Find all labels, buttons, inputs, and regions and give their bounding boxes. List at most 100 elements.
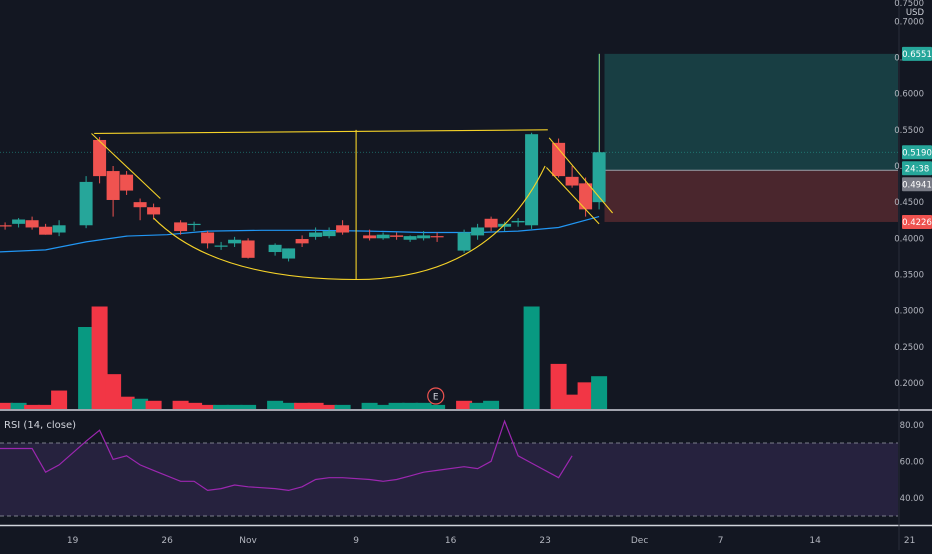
handle-lower-line — [546, 167, 600, 225]
price-tick-label: 0.7000 — [894, 17, 924, 27]
price-tick-label: 0.6000 — [894, 90, 924, 100]
rsi-line — [0, 419, 573, 492]
candle-body — [201, 232, 215, 244]
price-badge — [902, 214, 932, 229]
volume-bar — [307, 402, 324, 409]
volume-bar — [105, 374, 122, 409]
volume-bar — [213, 404, 230, 409]
cup-rim-line — [94, 129, 548, 135]
price-badge-label: 0.6551 — [902, 50, 932, 60]
position-profit-zone — [604, 53, 898, 171]
time-axis-label: 23 — [539, 536, 550, 546]
price-badge — [902, 161, 932, 176]
candle-body — [471, 227, 485, 236]
candle-body — [133, 202, 147, 208]
price-axis-top-label: 0.7500 — [894, 0, 924, 9]
candle-body — [295, 239, 309, 244]
price-tick-label: 0.2000 — [894, 379, 924, 389]
time-axis-label: Nov — [239, 536, 257, 546]
candle-body — [39, 226, 53, 235]
volume-bar — [280, 402, 297, 409]
candle-body — [390, 235, 404, 237]
volume-bar — [388, 402, 405, 409]
price-axis-currency: USD — [906, 8, 925, 18]
volume-bar — [375, 404, 392, 409]
volume-bar — [10, 402, 27, 409]
candle-body — [484, 218, 498, 228]
candle-body — [403, 236, 417, 240]
candle-body — [93, 139, 107, 177]
price-tick-label: 0.3000 — [894, 307, 924, 317]
candle-body — [79, 181, 93, 226]
volume-bar — [429, 404, 446, 409]
price-badge-label: 0.4941 — [902, 180, 932, 190]
moving-average-line — [0, 216, 600, 253]
rsi-pane: RSI (14, close) 80.00 60.00 40.00 — [0, 419, 924, 517]
price-badge — [902, 46, 932, 61]
earnings-marker-circle — [427, 387, 445, 405]
time-axis-label: Dec — [631, 536, 648, 546]
earnings-marker-label: E — [433, 393, 439, 403]
volume-bar — [469, 402, 486, 409]
time-axis[interactable]: 19 26 Nov 9 16 23 Dec 7 14 21 — [67, 536, 915, 546]
volume-bar — [402, 402, 419, 409]
price-tick-label: 0.4500 — [894, 198, 924, 208]
rsi-band — [0, 443, 898, 516]
candle-body — [457, 232, 471, 251]
candle-body — [268, 244, 282, 253]
price-tick-label: 0.3500 — [894, 270, 924, 280]
volume-bar — [132, 398, 149, 409]
position-tool[interactable] — [0, 53, 898, 222]
time-axis-label: 19 — [67, 536, 79, 546]
volume-bar — [550, 363, 567, 409]
candle-body — [336, 225, 350, 233]
price-tick-label: 0.5500 — [894, 126, 924, 136]
volume-bar — [415, 402, 432, 409]
volume-bar — [483, 400, 500, 409]
volume-bar — [523, 306, 540, 409]
cup-and-handle-drawing[interactable] — [91, 129, 614, 281]
candle-body — [579, 183, 593, 210]
time-axis-label: 16 — [445, 536, 457, 546]
price-badge-label: 0.4226 — [902, 218, 932, 228]
volume-bar — [267, 400, 284, 409]
volume-bar — [361, 402, 378, 409]
candle-body — [187, 223, 201, 226]
volume-bar — [334, 404, 351, 409]
candle-body — [498, 223, 512, 227]
volume-bar — [321, 404, 338, 409]
cup-left-wall-line — [91, 133, 161, 199]
rsi-tick-label: 60.00 — [900, 457, 924, 467]
volume-bar — [577, 382, 594, 409]
candle-body — [228, 239, 242, 244]
cup-curve — [153, 165, 546, 281]
time-axis-label: 7 — [718, 536, 724, 546]
price-badge-label: 0.5190 — [902, 148, 932, 158]
candle-body — [282, 248, 296, 259]
volume-bar — [78, 327, 95, 409]
candle-body — [363, 235, 377, 239]
earnings-marker-group[interactable]: E — [427, 387, 445, 405]
candle-body — [565, 176, 579, 186]
volume-bar — [226, 404, 243, 409]
candle-body — [430, 236, 444, 238]
volume-bar — [591, 376, 608, 409]
rsi-tick-label: 40.00 — [900, 494, 924, 504]
price-badge — [902, 145, 932, 160]
price-tick-label: 0.4000 — [894, 234, 924, 244]
moving-average — [0, 216, 600, 253]
price-axis[interactable]: 0.7500 USD 0.70000.65000.60000.55000.500… — [894, 0, 932, 389]
price-tick-label: 0.2500 — [894, 343, 924, 353]
volume-bar — [51, 390, 68, 409]
candle-body — [12, 219, 26, 224]
candle-body — [552, 142, 566, 177]
price-badge-label: 24:38 — [905, 164, 930, 174]
volume-bar — [199, 404, 216, 409]
volume-bar — [172, 400, 189, 409]
candle-body — [52, 225, 66, 233]
candle-body — [417, 235, 431, 239]
time-axis-label: 9 — [353, 536, 359, 546]
